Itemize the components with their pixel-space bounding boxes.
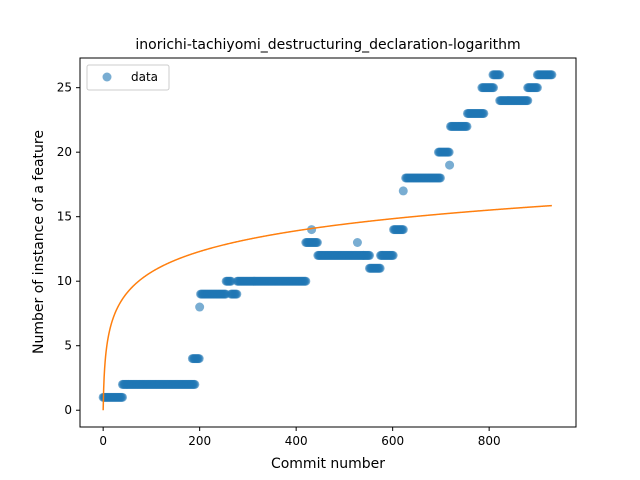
y-tick-label: 20 bbox=[57, 145, 72, 159]
data-point bbox=[190, 379, 200, 389]
y-tick-label: 15 bbox=[57, 210, 72, 224]
data-point bbox=[375, 263, 385, 273]
data-point bbox=[523, 96, 533, 106]
data-point bbox=[479, 108, 489, 118]
data-point bbox=[398, 186, 408, 196]
x-axis: 0 200 400 600 800 bbox=[99, 427, 501, 448]
data-point bbox=[398, 225, 408, 235]
legend-label-data: data bbox=[131, 70, 158, 84]
data-point bbox=[445, 160, 455, 170]
legend-box bbox=[86, 64, 170, 91]
y-tick-label: 10 bbox=[57, 274, 72, 288]
data-point bbox=[462, 121, 472, 131]
x-tick-label: 800 bbox=[478, 434, 501, 448]
y-tick-label: 5 bbox=[64, 339, 72, 353]
data-point bbox=[388, 250, 398, 260]
data-point bbox=[435, 173, 445, 183]
y-axis: 0 5 10 15 20 25 bbox=[57, 81, 80, 417]
data-point bbox=[444, 147, 454, 157]
legend-marker-data bbox=[102, 72, 112, 82]
x-tick-label: 200 bbox=[188, 434, 211, 448]
data-point bbox=[352, 238, 362, 247]
fit-line bbox=[102, 204, 552, 411]
data-point bbox=[312, 238, 322, 247]
x-axis-label: Commit number bbox=[271, 456, 385, 472]
data-point bbox=[301, 276, 311, 286]
data-point bbox=[194, 354, 204, 364]
x-tick-label: 0 bbox=[99, 434, 107, 448]
plot-area bbox=[98, 70, 557, 411]
axes-frame bbox=[79, 57, 577, 428]
data-point bbox=[232, 289, 242, 299]
y-axis-label: Number of instance of a feature bbox=[31, 130, 47, 354]
data-point bbox=[495, 70, 505, 80]
data-point bbox=[532, 83, 542, 93]
data-point bbox=[226, 276, 236, 286]
y-tick-label: 25 bbox=[57, 81, 72, 95]
data-point bbox=[307, 225, 317, 235]
legend: data bbox=[86, 64, 170, 91]
data-point bbox=[117, 392, 127, 402]
data-point bbox=[195, 302, 205, 312]
data-point bbox=[547, 70, 557, 80]
x-tick-label: 600 bbox=[381, 434, 404, 448]
chart-title: inorichi-tachiyomi_destructuring_declara… bbox=[135, 37, 520, 53]
x-tick-label: 400 bbox=[285, 434, 308, 448]
data-point bbox=[364, 250, 374, 260]
data-point bbox=[488, 83, 498, 93]
y-tick-label: 0 bbox=[64, 403, 72, 417]
